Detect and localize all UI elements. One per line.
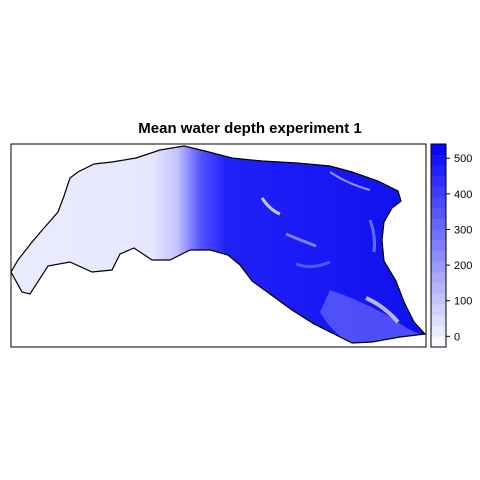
colorbar-tick-label: 300 xyxy=(454,224,472,236)
colorbar-bin xyxy=(431,154,446,166)
shallow-patch-4 xyxy=(368,219,376,253)
colorbar-ticks: 0 100 200 300 400 500 xyxy=(446,153,472,343)
colorbar-bin xyxy=(431,314,446,326)
shallow-channel-1 xyxy=(260,197,281,216)
colorbar-bin xyxy=(431,261,446,273)
colorbar-bin xyxy=(431,165,446,177)
colorbar-bin xyxy=(431,272,446,284)
colorbar-tick-label: 200 xyxy=(454,260,472,272)
colorbar-frame xyxy=(430,143,447,348)
colorbar-tick-label: 100 xyxy=(454,296,472,308)
shallow-channel-2 xyxy=(285,232,317,248)
colorbar-bin xyxy=(431,176,446,188)
colorbar-bin xyxy=(431,325,446,337)
colorbar-tick-label: 0 xyxy=(454,331,460,343)
colorbar-bin xyxy=(431,144,446,155)
colorbar-tick-label: 400 xyxy=(454,189,472,201)
colorbar-bin xyxy=(431,186,446,198)
colorbar-tick-label: 500 xyxy=(454,153,472,165)
colorbar-bin xyxy=(431,229,446,241)
depth-map xyxy=(11,146,425,343)
colorbar-bin xyxy=(431,304,446,316)
plot-frame xyxy=(10,143,427,348)
colorbar-bin xyxy=(431,208,446,220)
colorbar-bin xyxy=(431,197,446,209)
colorbar-bin xyxy=(431,293,446,305)
chart-title: Mean water depth experiment 1 xyxy=(138,120,362,137)
colorbar-bin xyxy=(431,336,446,348)
shallow-patch-1 xyxy=(320,290,420,343)
colorbar-bin xyxy=(431,250,446,262)
colorbar-bin xyxy=(431,218,446,230)
colorbar-bin xyxy=(431,282,446,294)
region-outline xyxy=(10,145,427,344)
shallow-channel-3 xyxy=(329,171,371,191)
shallow-patch-3 xyxy=(295,260,331,269)
colorbar xyxy=(431,144,446,348)
shallow-patch-2 xyxy=(365,296,400,324)
colorbar-bin xyxy=(431,240,446,252)
